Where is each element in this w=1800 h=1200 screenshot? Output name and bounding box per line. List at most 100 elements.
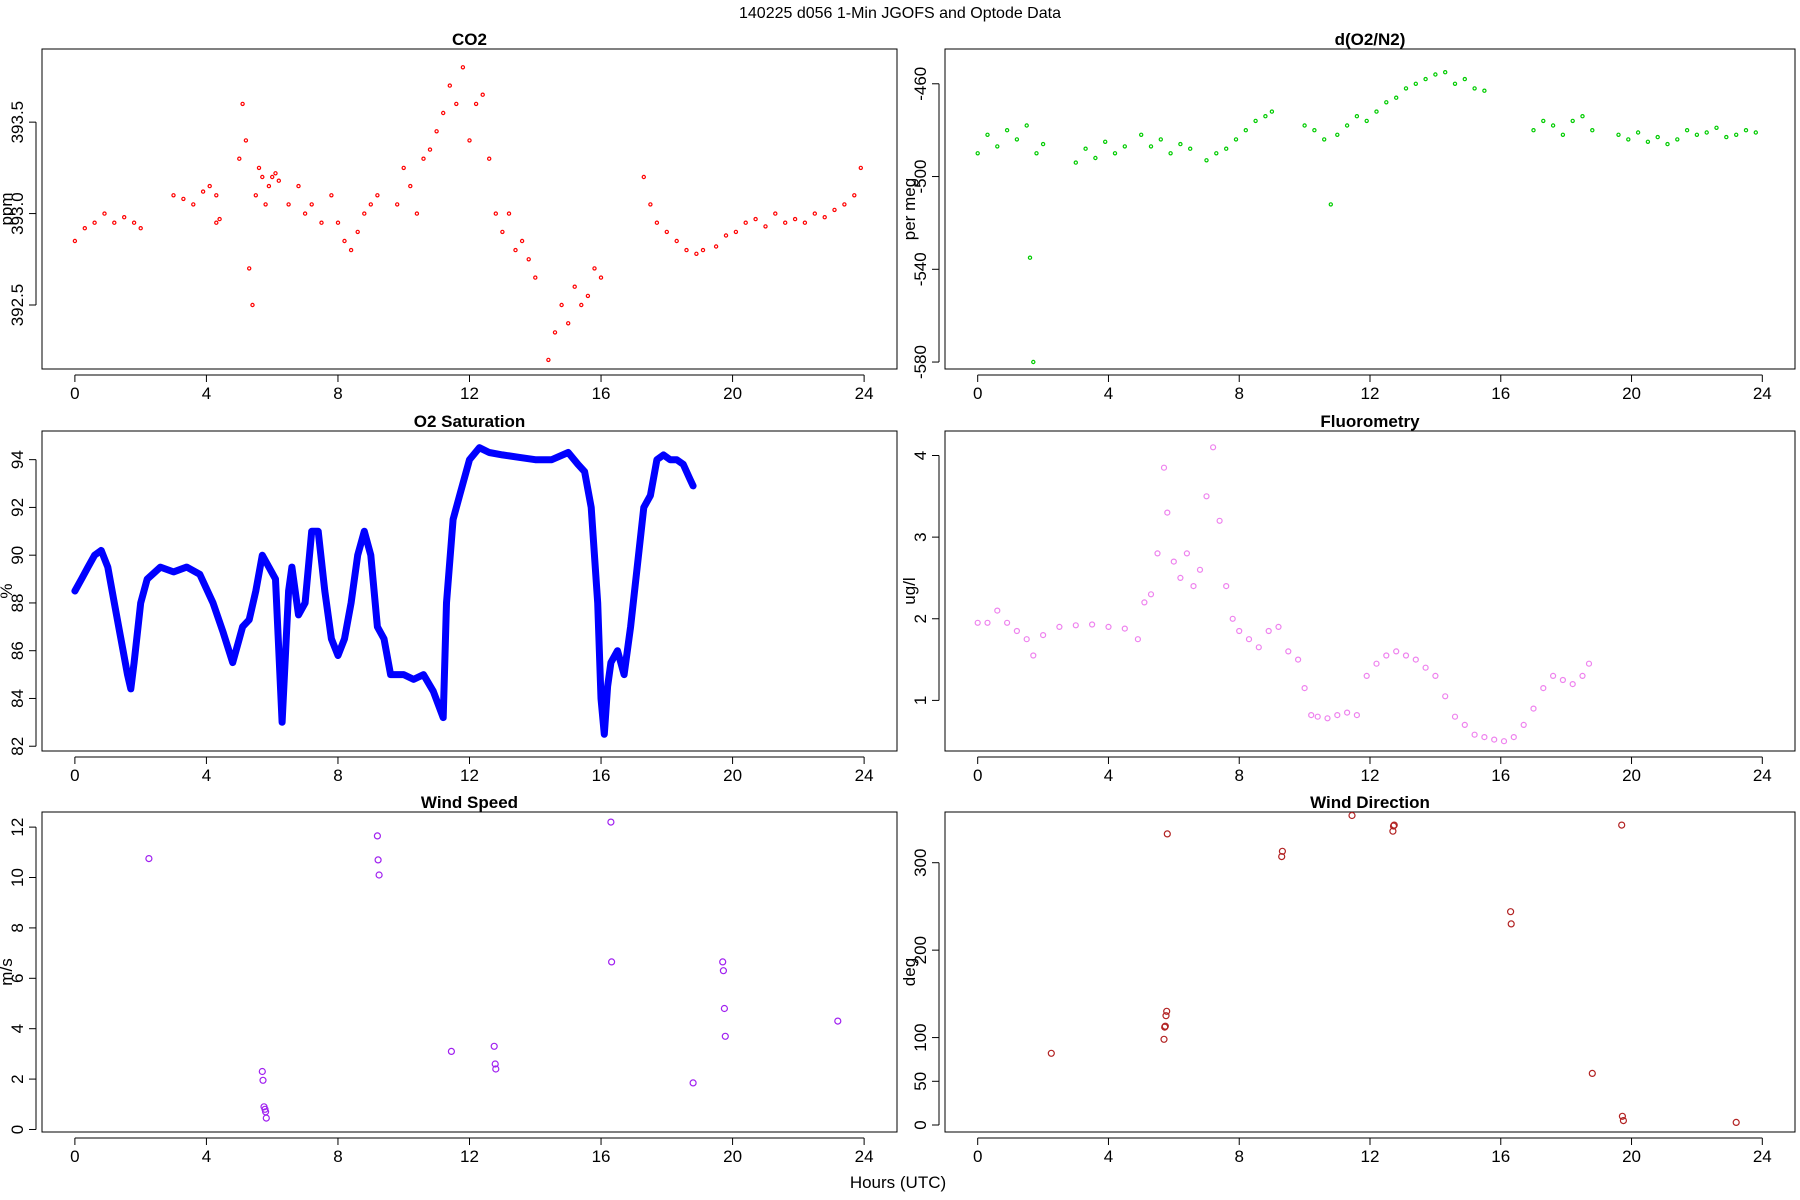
co2-data-point (296, 183, 301, 189)
o2n2-data-point (1204, 158, 1209, 163)
fluor-y-tick-label: 4 (911, 451, 930, 460)
fluor-data-point (1245, 636, 1253, 643)
o2n2-data-point (1302, 123, 1307, 128)
windspeed-data-point (447, 1047, 455, 1056)
fluor-data-point (1491, 736, 1498, 743)
o2sat-title: O2 Saturation (414, 412, 525, 431)
windspeed-x-tick-label: 20 (723, 1147, 742, 1166)
co2-data-point (401, 165, 406, 171)
fluor-data-point (1363, 672, 1370, 680)
fluor-data-point (1481, 733, 1488, 741)
fluor-data-point (1216, 517, 1223, 524)
fluor-y-axis-label: ug/l (900, 577, 919, 604)
co2-data-point (112, 220, 117, 225)
o2n2-data-point (1223, 146, 1229, 151)
co2-data-point (773, 211, 778, 216)
fluor-data-point (1209, 444, 1217, 451)
o2sat-x-tick-label: 4 (202, 766, 211, 785)
fluor-data-point (1334, 711, 1341, 719)
fluor-data-point (1471, 731, 1478, 738)
windspeed-y-axis-label: m/s (0, 958, 16, 985)
windspeed-data-point (374, 856, 382, 864)
o2n2-data-point (1344, 123, 1350, 128)
fluor-data-point (1023, 636, 1030, 643)
co2-data-point (256, 165, 262, 171)
o2n2-data-point (1093, 155, 1098, 161)
fluor-data-point (1203, 493, 1210, 500)
winddir-data-point (1348, 811, 1356, 820)
windspeed-y-tick-label: 0 (8, 1125, 27, 1134)
o2n2-y-tick-label: -580 (911, 345, 930, 379)
o2n2-data-point (1626, 137, 1631, 142)
windspeed-data-point (492, 1065, 500, 1073)
co2-data-point (664, 229, 670, 235)
co2-data-point (519, 238, 525, 244)
co2-data-point (441, 110, 446, 116)
fluor-plot-frame (944, 430, 1796, 752)
winddir-x-tick-label: 0 (973, 1147, 982, 1166)
co2-data-point (214, 220, 219, 225)
o2sat-x-tick-label: 20 (723, 766, 742, 785)
co2-data-point (572, 284, 577, 289)
o2n2-data-point (1024, 123, 1029, 128)
fluor-data-point (1255, 644, 1262, 651)
co2-data-point (276, 178, 281, 183)
co2-data-point (102, 211, 107, 216)
o2n2-data-point (985, 132, 990, 137)
co2-data-point (447, 83, 452, 88)
o2n2-data-point (1014, 137, 1020, 142)
o2n2-data-point (1178, 141, 1183, 147)
fluor-x-tick-label: 8 (1234, 766, 1243, 785)
co2-data-point (753, 216, 758, 222)
o2n2-data-point (1364, 118, 1369, 124)
fluor-data-point (1308, 711, 1315, 719)
fluor-data-point (1314, 713, 1321, 720)
co2-data-point (783, 220, 788, 225)
co2-data-point (92, 220, 97, 225)
o2n2-data-point (1083, 146, 1088, 151)
co2-data-point (566, 321, 571, 326)
o2n2-data-point (1148, 144, 1154, 149)
fluor-data-point (1569, 680, 1576, 688)
co2-data-point (812, 211, 818, 216)
winddir-plot-frame (944, 811, 1796, 1133)
fluor-data-point (1275, 623, 1282, 631)
co2-data-point (473, 101, 479, 107)
windspeed-plot-frame (41, 811, 898, 1133)
o2n2-data-point (1269, 109, 1275, 114)
o2n2-y-tick-label: -500 (911, 160, 930, 194)
o2n2-data-point (1675, 137, 1680, 142)
fluor-data-point (1510, 733, 1517, 741)
winddir-x-tick-label: 16 (1491, 1147, 1510, 1166)
o2n2-data-point (1580, 113, 1585, 119)
co2-data-point (131, 220, 137, 225)
o2n2-data-point (1616, 132, 1621, 137)
winddir-title: Wind Direction (1310, 793, 1430, 812)
fluor-data-point (1003, 619, 1011, 626)
fluor-x-tick-label: 20 (1622, 766, 1641, 785)
windspeed-data-point (721, 1032, 729, 1040)
co2-panel: CO2 0 4 8 12 16 20 24 392.5 393.0 393.5 ppm (0, 30, 898, 403)
winddir-y-axis-label: deg (900, 958, 919, 986)
windspeed-x-tick-label: 24 (855, 1147, 874, 1166)
fluor-x-tick-label: 16 (1491, 766, 1510, 785)
o2n2-data-point (1570, 118, 1575, 124)
fluor-data-point (1383, 652, 1390, 659)
co2-data-point (792, 216, 798, 222)
o2n2-data-point (1187, 146, 1193, 151)
fluor-data-point (974, 619, 981, 626)
winddir-y-tick-label: 200 (911, 936, 930, 964)
o2n2-data-point (1560, 132, 1566, 137)
fluor-y-tick-label: 1 (911, 696, 930, 705)
co2-data-point (579, 302, 584, 308)
co2-data-point (246, 266, 252, 271)
fluor-data-point (1412, 656, 1419, 663)
fluor-data-point (984, 619, 991, 626)
o2n2-x-tick-label: 8 (1234, 384, 1243, 403)
o2n2-data-point (995, 144, 1000, 149)
windspeed-y-tick-label: 6 (8, 974, 27, 983)
fluor-data-point (1402, 652, 1410, 659)
